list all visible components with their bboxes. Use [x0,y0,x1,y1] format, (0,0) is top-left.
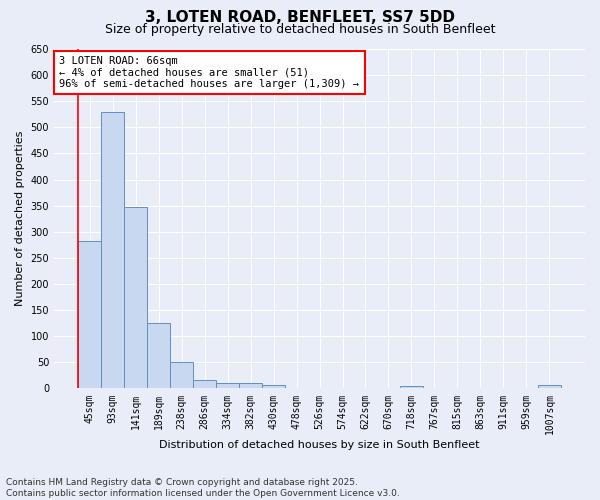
Bar [147,323,170,388]
Text: 3, LOTEN ROAD, BENFLEET, SS7 5DD: 3, LOTEN ROAD, BENFLEET, SS7 5DD [145,10,455,25]
Bar [193,380,216,388]
Bar [170,362,193,388]
Bar [262,385,285,388]
Bar [101,112,124,388]
Bar [216,382,239,388]
Bar [239,382,262,388]
Text: Size of property relative to detached houses in South Benfleet: Size of property relative to detached ho… [105,22,495,36]
Y-axis label: Number of detached properties: Number of detached properties [15,131,25,306]
Text: Contains HM Land Registry data © Crown copyright and database right 2025.
Contai: Contains HM Land Registry data © Crown c… [6,478,400,498]
Bar [538,386,561,388]
Bar [78,240,101,388]
Bar [400,386,423,388]
Bar [124,206,147,388]
Text: 3 LOTEN ROAD: 66sqm
← 4% of detached houses are smaller (51)
96% of semi-detache: 3 LOTEN ROAD: 66sqm ← 4% of detached hou… [59,56,359,89]
X-axis label: Distribution of detached houses by size in South Benfleet: Distribution of detached houses by size … [159,440,480,450]
